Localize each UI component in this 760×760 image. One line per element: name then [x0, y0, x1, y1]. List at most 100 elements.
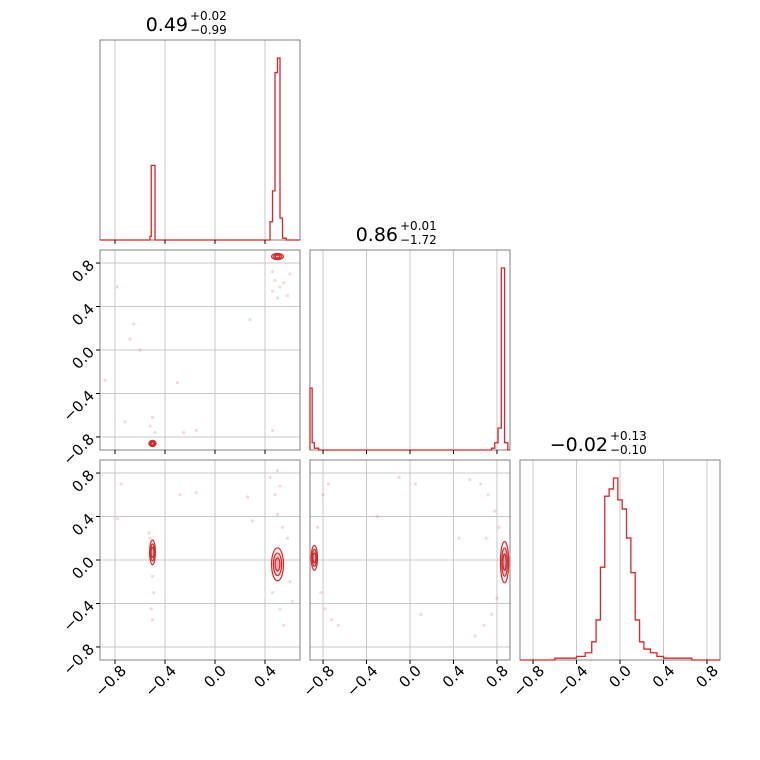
scatter-point: [482, 623, 486, 627]
panel-frame: [99, 39, 301, 241]
scatter-point: [468, 477, 472, 482]
contour-level: [150, 546, 155, 558]
scatter-point: [273, 278, 277, 283]
histogram-line: [309, 267, 510, 451]
scatter-point: [182, 431, 186, 435]
scatter-point: [152, 591, 156, 595]
y-tick-label: 0.8: [68, 256, 98, 286]
scatter-point: [278, 607, 282, 611]
scatter-point: [273, 493, 277, 497]
contour-level: [274, 254, 281, 259]
density-content: [103, 252, 292, 448]
scatter-point: [473, 634, 477, 638]
contour-level: [502, 553, 507, 571]
y-tick-label: −0.8: [60, 640, 98, 678]
scatter-point: [250, 519, 255, 523]
x-tick-label: 0.0: [395, 662, 425, 692]
x-tick-label: 0.4: [250, 662, 280, 692]
scatter-point: [115, 517, 120, 521]
panel-1-1: [309, 249, 511, 451]
panel-2-0: [99, 459, 301, 661]
scatter-point: [397, 475, 401, 479]
panel-2-2: [519, 459, 721, 661]
scatter-point: [270, 270, 275, 274]
x-tick-label: 0.0: [605, 662, 635, 692]
y-tick-label: −0.4: [60, 387, 98, 425]
density-content: [115, 469, 295, 627]
x-tick-label: 0.0: [200, 662, 230, 692]
scatter-point: [268, 475, 272, 479]
title-minus: −0.10: [610, 443, 647, 457]
scatter-point: [178, 493, 182, 497]
y-tick-label: 0.0: [68, 553, 98, 583]
scatter-point: [484, 536, 488, 540]
contour-level: [274, 557, 281, 572]
scatter-point: [150, 618, 155, 622]
scatter-point: [413, 482, 418, 486]
x-tick-label: −0.4: [141, 662, 179, 700]
panel-1-0: [99, 249, 301, 451]
panel-title-1: 0.86 +0.01−1.72: [356, 219, 437, 247]
scatter-point: [419, 612, 423, 616]
scatter-point: [336, 623, 340, 627]
scatter-point: [316, 525, 320, 529]
y-tick-label: 0.4: [68, 510, 98, 540]
scatter-point: [457, 536, 461, 540]
scatter-point: [280, 525, 285, 529]
panel-title-2: −0.02 +0.13−0.10: [550, 429, 647, 457]
histogram-line: [100, 57, 300, 241]
scatter-point: [285, 294, 290, 298]
scatter-point: [275, 469, 280, 473]
density-2-1: [310, 475, 510, 638]
x-tick-label: −0.8: [300, 662, 338, 700]
scatter-point: [270, 289, 275, 293]
scatter-point: [275, 512, 280, 516]
y-tick-label: −0.8: [60, 430, 98, 468]
scatter-point: [270, 591, 275, 595]
title-value: 0.86: [356, 224, 398, 246]
scatter-point: [326, 482, 331, 486]
x-tick-label: −0.8: [91, 662, 129, 700]
scatter-point: [278, 285, 282, 289]
y-tick-label: 0.4: [68, 300, 98, 330]
histogram-2: [520, 477, 720, 661]
scatter-point: [245, 495, 250, 499]
scatter-point: [489, 612, 494, 616]
title-value: 0.49: [146, 14, 188, 36]
histogram-0: [100, 57, 300, 241]
density-content: [310, 475, 510, 638]
density-2-0: [115, 469, 295, 627]
scatter-point: [147, 531, 151, 535]
x-tick-label: −0.4: [343, 662, 381, 700]
scatter-point: [138, 348, 142, 352]
scatter-point: [103, 378, 107, 383]
scatter-point: [150, 415, 155, 419]
scatter-point: [148, 536, 152, 540]
panel-title-0: 0.49 +0.02−0.99: [146, 9, 227, 37]
x-tick-label: 0.4: [439, 662, 469, 692]
scatter-point: [150, 574, 155, 578]
scatter-point: [248, 317, 252, 322]
x-tick-label: −0.8: [510, 662, 548, 700]
y-tick-label: 0.0: [68, 343, 98, 373]
y-tick-label: 0.8: [68, 466, 98, 496]
histogram-1: [309, 267, 510, 451]
scatter-point: [175, 381, 180, 385]
scatter-point: [288, 272, 292, 276]
scatter-point: [288, 580, 292, 584]
x-tick-label: 0.8: [482, 662, 512, 692]
histogram-line: [520, 477, 720, 661]
contour-level: [150, 441, 155, 446]
x-tick-label: 0.4: [649, 662, 679, 692]
y-tick-label: −0.4: [60, 597, 98, 635]
scatter-point: [486, 493, 490, 497]
title-value: −0.02: [550, 434, 608, 456]
scatter-point: [119, 482, 123, 486]
scatter-point: [282, 623, 286, 627]
scatter-point: [123, 420, 127, 424]
title-plus: +0.13: [610, 429, 647, 443]
scatter-point: [115, 285, 120, 289]
title-minus: −0.99: [190, 23, 227, 37]
scatter-point: [148, 424, 152, 428]
